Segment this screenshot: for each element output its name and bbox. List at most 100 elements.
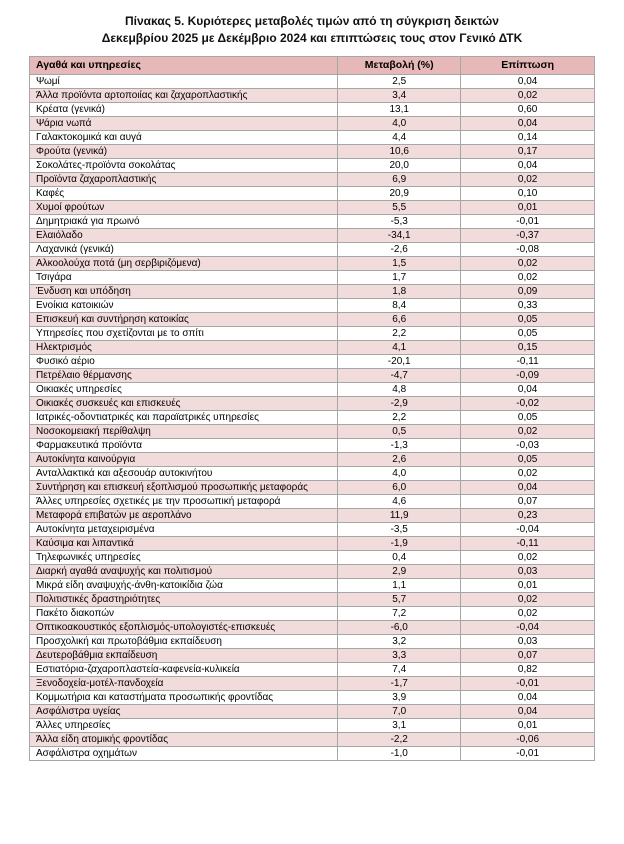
table-row: Νοσοκομειακή περίθαλψη 0,5 0,02 xyxy=(28,424,595,439)
cell-impact: 0,02 xyxy=(460,606,595,621)
cell-change: -4,7 xyxy=(337,368,462,383)
cell-change: 1,8 xyxy=(337,284,462,299)
table-row: Κρέατα (γενικά) 13,1 0,60 xyxy=(28,102,595,117)
table-row: Ασφάλιστρα οχημάτων -1,0 -0,01 xyxy=(28,746,595,761)
cell-impact: 0,14 xyxy=(460,130,595,145)
table-title-line1: Πίνακας 5. Κυριότερες μεταβολές τιμών απ… xyxy=(125,14,499,28)
cell-impact: 0,02 xyxy=(460,256,595,271)
cell-impact: 0,23 xyxy=(460,508,595,523)
table-row: Οικιακές υπηρεσίες 4,8 0,04 xyxy=(28,382,595,397)
cell-item: Άλλα είδη ατομικής φροντίδας xyxy=(28,732,339,747)
table-row: Επισκευή και συντήρηση κατοικίας 6,6 0,05 xyxy=(28,312,595,327)
table-row: Τσιγάρα 1,7 0,02 xyxy=(28,270,595,285)
cell-impact: 0,04 xyxy=(460,690,595,705)
cell-change: 1,7 xyxy=(337,270,462,285)
cell-item: Συντήρηση και επισκευή εξοπλισμού προσωπ… xyxy=(28,480,339,495)
cell-item: Ελαιόλαδο xyxy=(28,228,339,243)
cell-change: 3,3 xyxy=(337,648,462,663)
cell-change: 4,6 xyxy=(337,494,462,509)
cell-item: Ψωμί xyxy=(28,74,339,89)
cell-impact: -0,01 xyxy=(460,676,595,691)
cell-impact: -0,11 xyxy=(460,536,595,551)
table-row: Διαρκή αγαθά αναψυχής και πολιτισμού 2,9 0… xyxy=(28,564,595,579)
cell-change: 10,6 xyxy=(337,144,462,159)
cell-item: Υπηρεσίες που σχετίζονται με το σπίτι xyxy=(28,326,339,341)
column-header-impact: Επίπτωση xyxy=(460,56,595,75)
cell-impact: 0,07 xyxy=(460,494,595,509)
cell-item: Σοκολάτες-προϊόντα σοκολάτας xyxy=(28,158,339,173)
table-row: Πολιτιστικές δραστηριότητες 5,7 0,02 xyxy=(28,592,595,607)
cell-item: Ασφάλιστρα υγείας xyxy=(28,704,339,719)
table-row: Άλλες υπηρεσίες σχετικές με την προσωπικ… xyxy=(28,494,595,509)
table-row: Ψάρια νωπά 4,0 0,04 xyxy=(28,116,595,131)
cell-change: 2,5 xyxy=(337,74,462,89)
cell-item: Φαρμακευτικά προϊόντα xyxy=(28,438,339,453)
table-row: Αλκοολούχα ποτά (μη σερβιριζόμενα) 1,5 0,0… xyxy=(28,256,595,271)
cell-item: Αυτοκίνητα καινούργια xyxy=(28,452,339,467)
cell-change: -2,6 xyxy=(337,242,462,257)
table-row: Ξενοδοχεία-μοτέλ-πανδοχεία -1,7 -0,01 xyxy=(28,676,595,691)
cpi-changes-table: Αγαθά και υπηρεσίες Μεταβολή (%) Επίπτωση … xyxy=(28,56,595,761)
cell-impact: 0,04 xyxy=(460,158,595,173)
cell-item: Άλλα προϊόντα αρτοποιίας και ζαχαροπλαστ… xyxy=(28,88,339,103)
cell-change: 2,2 xyxy=(337,326,462,341)
cell-change: 6,6 xyxy=(337,312,462,327)
cell-impact: 0,17 xyxy=(460,144,595,159)
table-row: Κομμωτήρια και καταστήματα προσωπικής φρ… xyxy=(28,690,595,705)
cell-item: Άλλες υπηρεσίες σχετικές με την προσωπικ… xyxy=(28,494,339,509)
cell-impact: 0,04 xyxy=(460,480,595,495)
cell-item: Τσιγάρα xyxy=(28,270,339,285)
cell-item: Κρέατα (γενικά) xyxy=(28,102,339,117)
cell-item: Προσχολική και πρωτοβάθμια εκπαίδευση xyxy=(28,634,339,649)
cell-impact: -0,04 xyxy=(460,522,595,537)
table-row: Οπτικοακουστικός εξοπλισμός-υπολογιστές-… xyxy=(28,620,595,635)
cell-impact: 0,02 xyxy=(460,172,595,187)
table-row: Δημητριακά για πρωινό -5,3 -0,01 xyxy=(28,214,595,229)
table-row: Μικρά είδη αναψυχής-άνθη-κατοικίδια ζώα 1… xyxy=(28,578,595,593)
cell-item: Αλκοολούχα ποτά (μη σερβιριζόμενα) xyxy=(28,256,339,271)
cell-item: Διαρκή αγαθά αναψυχής και πολιτισμού xyxy=(28,564,339,579)
table-title-line2: Δεκεμβρίου 2025 με Δεκέμβριο 2024 και επ… xyxy=(101,31,523,45)
cell-change: -6,0 xyxy=(337,620,462,635)
cell-change: 13,1 xyxy=(337,102,462,117)
cell-item: Ασφάλιστρα οχημάτων xyxy=(28,746,339,761)
cell-impact: 0,02 xyxy=(460,88,595,103)
cell-item: Τηλεφωνικές υπηρεσίες xyxy=(28,550,339,565)
cell-item: Ηλεκτρισμός xyxy=(28,340,339,355)
cell-impact: -0,11 xyxy=(460,354,595,369)
cell-impact: -0,09 xyxy=(460,368,595,383)
cell-item: Μικρά είδη αναψυχής-άνθη-κατοικίδια ζώα xyxy=(28,578,339,593)
table-row: Ελαιόλαδο -34,1 -0,37 xyxy=(28,228,595,243)
table-row: Άλλα είδη ατομικής φροντίδας -2,2 -0,06 xyxy=(28,732,595,747)
cell-change: 5,7 xyxy=(337,592,462,607)
cell-change: -2,9 xyxy=(337,396,462,411)
table-row: Ψωμί 2,5 0,04 xyxy=(28,74,595,89)
cell-impact: 0,02 xyxy=(460,466,595,481)
cell-impact: -0,37 xyxy=(460,228,595,243)
cell-item: Ανταλλακτικά και αξεσουάρ αυτοκινήτου xyxy=(28,466,339,481)
column-header-change: Μεταβολή (%) xyxy=(337,56,462,75)
cell-impact: 0,04 xyxy=(460,382,595,397)
cell-impact: 0,01 xyxy=(460,578,595,593)
cell-impact: 0,05 xyxy=(460,452,595,467)
table-row: Οικιακές συσκευές και επισκευές -2,9 -0,02 xyxy=(28,396,595,411)
cell-impact: 0,10 xyxy=(460,186,595,201)
cell-impact: 0,01 xyxy=(460,200,595,215)
cell-item: Επισκευή και συντήρηση κατοικίας xyxy=(28,312,339,327)
cell-impact: 0,15 xyxy=(460,340,595,355)
cell-impact: 0,05 xyxy=(460,312,595,327)
cell-change: 3,2 xyxy=(337,634,462,649)
cell-change: 7,0 xyxy=(337,704,462,719)
cell-impact: -0,01 xyxy=(460,746,595,761)
cell-impact: -0,08 xyxy=(460,242,595,257)
cell-change: 3,4 xyxy=(337,88,462,103)
cell-change: -1,0 xyxy=(337,746,462,761)
cell-change: 3,1 xyxy=(337,718,462,733)
table-row: Πακέτο διακοπών 7,2 0,02 xyxy=(28,606,595,621)
table-row: Ανταλλακτικά και αξεσουάρ αυτοκινήτου 4,0… xyxy=(28,466,595,481)
cell-change: 20,9 xyxy=(337,186,462,201)
cell-item: Πετρέλαιο θέρμανσης xyxy=(28,368,339,383)
cell-item: Δευτεροβάθμια εκπαίδευση xyxy=(28,648,339,663)
cell-change: 7,2 xyxy=(337,606,462,621)
